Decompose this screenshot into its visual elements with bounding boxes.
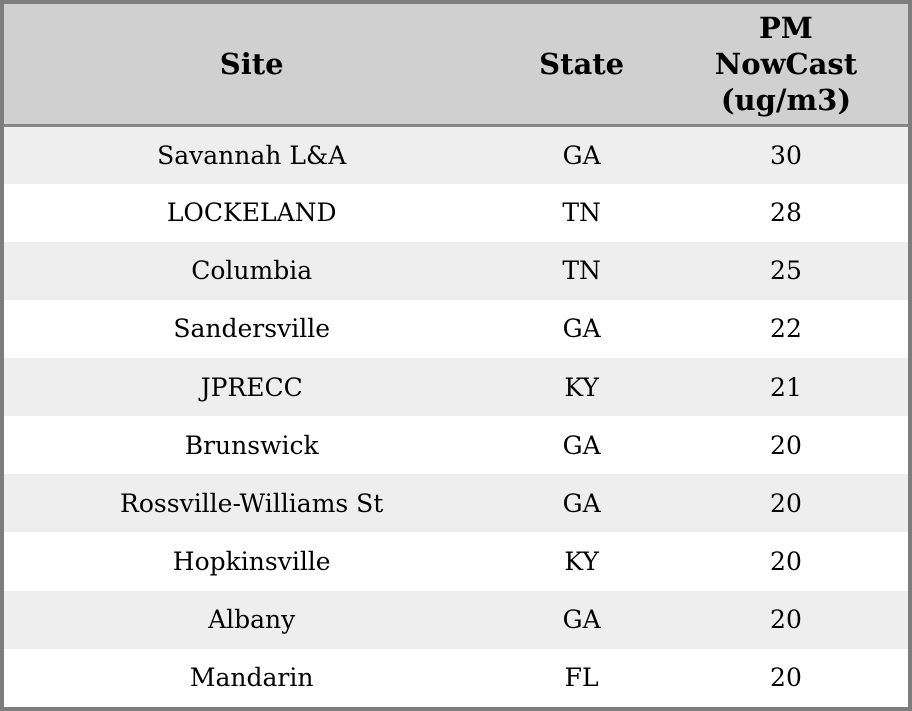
state-cell: KY (564, 372, 599, 402)
pm-value-cell: 21 (770, 372, 802, 402)
column-header-site: Site (4, 4, 500, 127)
state-cell: KY (564, 547, 599, 577)
table-row: Sandersville GA 22 (4, 299, 908, 359)
table-row: JPRECC KY 21 (4, 358, 908, 417)
table-header: Site State PM NowCast (ug/m3) (4, 4, 908, 127)
state-cell: TN (562, 198, 601, 228)
table-row: Savannah L&A GA 30 (4, 125, 908, 184)
table-row: Albany GA 20 (4, 590, 908, 649)
pm-value-cell: 20 (770, 430, 802, 460)
pm-nowcast-table: Site State PM NowCast (ug/m3) Savannah L… (4, 4, 908, 707)
state-cell: GA (562, 140, 601, 170)
table-row: Rossville-Williams St GA 20 (4, 474, 908, 533)
table-header-row: Site State PM NowCast (ug/m3) (4, 4, 908, 127)
table-row: Columbia TN 25 (4, 241, 908, 300)
site-cell: Brunswick (184, 430, 319, 460)
table-row: LOCKELAND TN 28 (4, 183, 908, 242)
pm-value-cell: 22 (770, 314, 802, 344)
state-cell: GA (562, 314, 601, 344)
pm-value-cell: 20 (770, 663, 802, 693)
state-cell: TN (562, 256, 601, 286)
state-cell: GA (562, 605, 601, 635)
pm-value-cell: 20 (770, 605, 802, 635)
pm-value-cell: 25 (770, 256, 802, 286)
pm-value-cell: 20 (770, 547, 802, 577)
table-body: Savannah L&A GA 30 LOCKELAND TN 28 Columbia TN 2… (4, 125, 908, 707)
pm-value-cell: 28 (770, 198, 802, 228)
column-header-state: State (499, 4, 664, 127)
site-cell: Rossville-Williams St (120, 488, 384, 518)
state-cell: FL (564, 663, 599, 693)
column-header-pm-nowcast: PM NowCast (ug/m3) (663, 4, 908, 127)
pm-value-cell: 30 (770, 140, 802, 170)
site-cell: Mandarin (189, 663, 314, 693)
site-cell: LOCKELAND (166, 198, 337, 228)
table-row: Brunswick GA 20 (4, 416, 908, 475)
pm-value-cell: 20 (770, 488, 802, 518)
site-cell: Sandersville (173, 314, 330, 344)
site-cell: Albany (208, 605, 296, 635)
site-cell: Columbia (191, 256, 313, 286)
state-cell: GA (562, 430, 601, 460)
site-cell: JPRECC (200, 372, 303, 402)
site-cell: Hopkinsville (172, 547, 331, 577)
site-cell: Savannah L&A (157, 140, 347, 170)
table-row: Mandarin FL 20 (4, 648, 908, 707)
table-row: Hopkinsville KY 20 (4, 532, 908, 591)
state-cell: GA (562, 488, 601, 518)
